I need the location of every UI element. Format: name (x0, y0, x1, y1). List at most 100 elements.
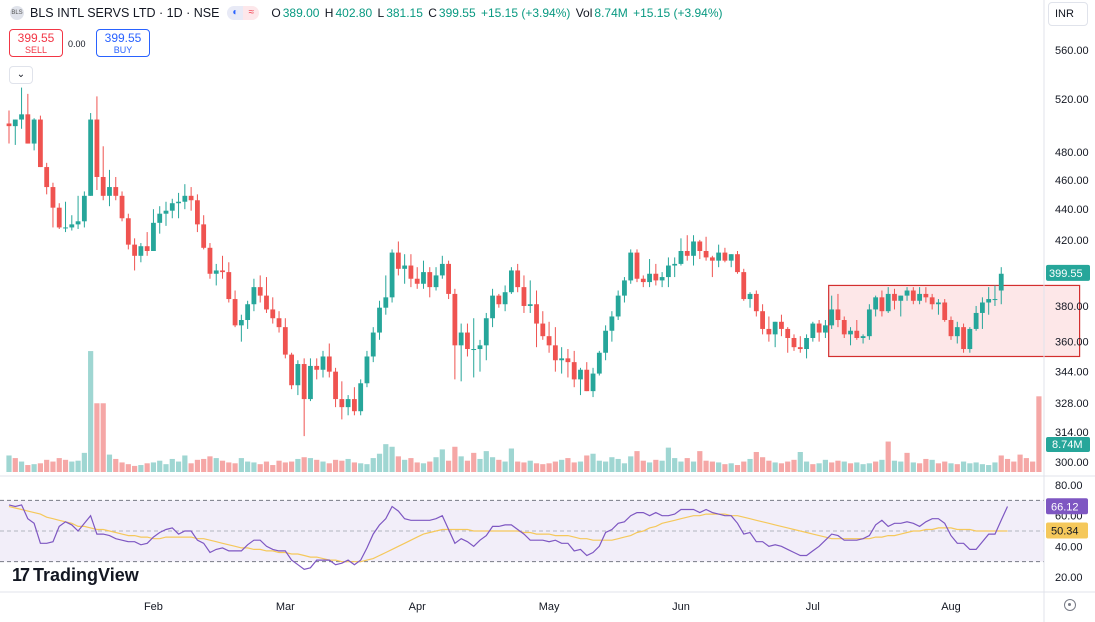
volume-bar (741, 461, 747, 472)
candle-body (948, 320, 954, 337)
volume-bar (282, 462, 288, 472)
tradingview-logo[interactable]: 17 TradingView (12, 565, 139, 586)
volume-bar (157, 460, 163, 472)
volume-bar (1036, 396, 1042, 472)
candle-body (264, 295, 269, 310)
candle-body (19, 114, 24, 120)
volume-bar (628, 456, 634, 472)
candle-body (471, 349, 477, 351)
candle-body (622, 280, 627, 296)
candle-body (980, 302, 985, 313)
candle-body (276, 318, 282, 328)
volume-bar (37, 463, 43, 472)
candle-body (182, 195, 188, 202)
volume-bar (552, 461, 558, 472)
chevron-down-icon[interactable]: ⌄ (9, 66, 33, 84)
candle-body (866, 309, 872, 337)
volume-bar (960, 461, 967, 472)
volume-bar (923, 458, 929, 472)
candle-body (615, 295, 621, 317)
volume-bar (370, 458, 376, 472)
volume-bar (358, 463, 364, 472)
volume-bar (690, 461, 697, 472)
symbol-logo-icon[interactable]: BLS (10, 6, 24, 20)
volume-bar (6, 455, 12, 472)
volume-bar (25, 465, 31, 472)
candle-body (446, 263, 451, 294)
currency-selector[interactable]: INR (1048, 2, 1088, 26)
volume-bar (910, 462, 916, 472)
price-tick-label: 520.00 (1055, 94, 1089, 106)
ohlc-readout: O 389.00 H 402.80 L 381.15 C 399.55 +15.15 (… (271, 6, 724, 20)
sell-button[interactable]: 399.55 SELL (9, 29, 63, 57)
candle-body (722, 252, 728, 261)
rsi-ma-value-label: 50.34 (1051, 525, 1079, 537)
volume-bar (276, 460, 282, 472)
volume-bar (521, 462, 527, 472)
open-label: O (271, 6, 281, 20)
candle-body (772, 321, 778, 335)
time-tick-label: Mar (276, 601, 295, 613)
candle-body (961, 327, 966, 350)
volume-bar (383, 444, 389, 472)
volume-bar (175, 461, 182, 472)
volume-bar (904, 452, 910, 472)
volume-bar (546, 463, 552, 472)
candle-body (81, 195, 87, 222)
candle-body (841, 320, 847, 335)
price-tick-label: 360.00 (1055, 337, 1089, 349)
candle-body (659, 277, 665, 281)
volume-bar (1023, 458, 1029, 472)
range-rectangle (828, 284, 1081, 358)
volume-bar (226, 462, 232, 472)
candle-body (69, 224, 75, 228)
candle-body (308, 365, 313, 400)
moon-icon[interactable]: ◐ (227, 6, 244, 20)
volume-bar (496, 459, 502, 472)
volume-bar (634, 451, 640, 472)
sell-label: SELL (24, 45, 48, 55)
candle-body (653, 273, 659, 281)
volume-bar (257, 464, 263, 472)
volume-bar (446, 460, 452, 472)
candle-body (628, 252, 634, 281)
buy-button[interactable]: 399.55 BUY (96, 29, 150, 57)
candle-body (465, 332, 470, 350)
candle-body (63, 227, 68, 229)
gear-icon[interactable] (1064, 599, 1076, 611)
volume-bar (571, 462, 577, 472)
volume-bar (747, 458, 753, 472)
volume-bar (577, 461, 584, 472)
volume-bar (653, 459, 659, 472)
chart-type-pill[interactable]: ◐ ≈ (227, 6, 260, 20)
volume-bar (615, 458, 621, 472)
candle-body (829, 309, 835, 326)
candle-body (238, 320, 244, 326)
volume-bar (339, 460, 345, 472)
candle-body (596, 352, 602, 374)
volume-bar (703, 460, 709, 472)
candle-body (50, 187, 56, 208)
volume-bar (879, 459, 885, 472)
volume-bar (182, 455, 188, 472)
volume-bar (307, 458, 314, 472)
wave-icon[interactable]: ≈ (243, 6, 260, 20)
candle-body (634, 252, 640, 279)
symbol-title[interactable]: BLS INTL SERVS LTD · 1D · NSE (30, 6, 220, 20)
time-tick-label: Jun (672, 601, 690, 613)
price-tick-label: 380.00 (1055, 301, 1089, 313)
volume-bar (621, 463, 628, 472)
volume-bar (646, 462, 653, 472)
volume-bar (31, 464, 37, 472)
volume-bar (452, 446, 458, 472)
volume-bar (584, 455, 590, 472)
volume-bar (326, 463, 332, 472)
volume-bar (420, 463, 427, 472)
candle-body (753, 293, 759, 312)
volume-bar (948, 463, 954, 472)
low-value: 381.15 (386, 6, 423, 20)
volume-bar (94, 403, 100, 472)
candle-body (791, 337, 797, 348)
volume-bar (263, 461, 270, 472)
